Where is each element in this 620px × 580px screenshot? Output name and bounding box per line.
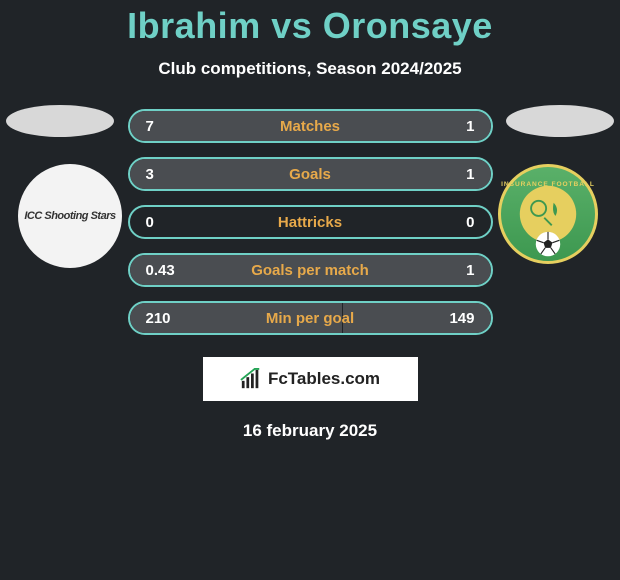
right-shadow-oval — [506, 105, 614, 137]
stat-right-value: 1 — [466, 118, 474, 135]
stat-left-value: 7 — [146, 118, 154, 135]
subtitle: Club competitions, Season 2024/2025 — [0, 59, 620, 79]
stat-row: 210 Min per goal 149 — [128, 301, 493, 335]
left-team-logo: ICC Shooting Stars — [18, 164, 122, 268]
stat-left-value: 0.43 — [146, 262, 175, 279]
main-row: ICC Shooting Stars INSURANCE FOOTBALL 7 M… — [0, 109, 620, 335]
branding-text: FcTables.com — [268, 369, 380, 389]
comparison-date: 16 february 2025 — [0, 421, 620, 441]
stat-right-value: 1 — [466, 262, 474, 279]
stat-label: Goals — [289, 166, 331, 183]
page-title: Ibrahim vs Oronsaye — [0, 5, 620, 47]
stat-right-value: 0 — [466, 214, 474, 231]
stat-label: Matches — [280, 118, 340, 135]
stat-left-value: 210 — [146, 310, 171, 327]
comparison-card: Ibrahim vs Oronsaye Club competitions, S… — [0, 0, 620, 441]
stat-left-value: 3 — [146, 166, 154, 183]
left-team-logo-text: ICC Shooting Stars — [24, 210, 115, 222]
stat-label: Hattricks — [278, 214, 342, 231]
right-team-logo: INSURANCE FOOTBALL — [498, 164, 598, 264]
stat-fill-right — [400, 159, 490, 189]
branding-badge: FcTables.com — [203, 357, 418, 401]
stat-right-value: 149 — [449, 310, 474, 327]
right-team-crest-icon: INSURANCE FOOTBALL — [501, 167, 595, 261]
left-shadow-oval — [6, 105, 114, 137]
stat-row: 3 Goals 1 — [128, 157, 493, 191]
stats-list: 7 Matches 1 3 Goals 1 0 Hattricks 0 0.43 Goals per… — [128, 109, 493, 335]
stat-label: Min per goal — [266, 310, 354, 327]
stat-fill-left — [130, 159, 401, 189]
stat-right-value: 1 — [466, 166, 474, 183]
stat-row: 0 Hattricks 0 — [128, 205, 493, 239]
stat-row: 0.43 Goals per match 1 — [128, 253, 493, 287]
bar-chart-icon — [240, 368, 262, 390]
stat-label: Goals per match — [251, 262, 369, 279]
stat-left-value: 0 — [146, 214, 154, 231]
stat-row: 7 Matches 1 — [128, 109, 493, 143]
